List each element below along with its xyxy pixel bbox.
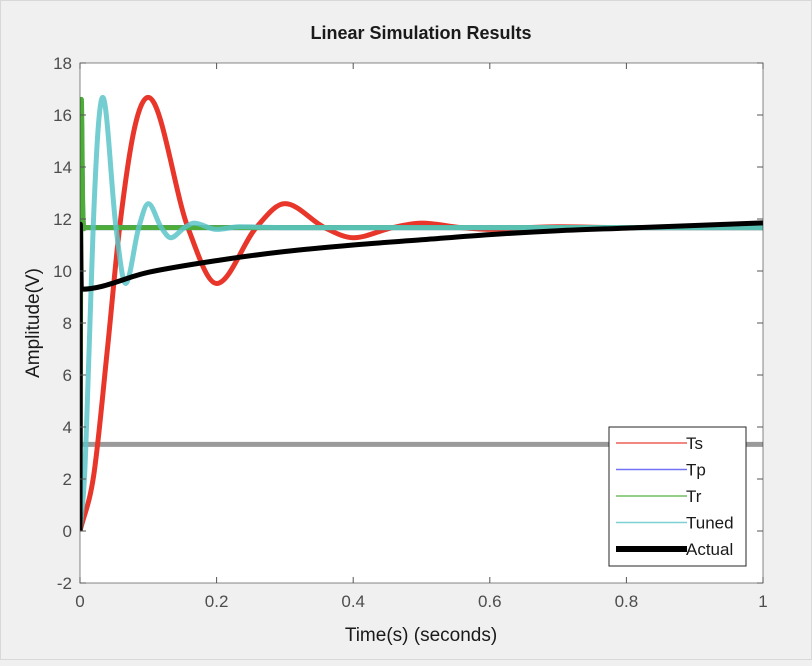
y-tick-label: 4: [63, 418, 72, 437]
y-tick-label: 2: [63, 470, 72, 489]
y-tick-label: 14: [53, 158, 72, 177]
y-tick-label: 8: [63, 314, 72, 333]
series-line-actual: [80, 220, 763, 532]
x-tick-label: 0.4: [341, 592, 365, 611]
legend-entry-tuned[interactable]: Tuned: [616, 514, 734, 533]
legend-entry-ts[interactable]: Ts: [616, 434, 703, 453]
legend-label: Tp: [686, 461, 706, 480]
chart-title: Linear Simulation Results: [310, 23, 531, 43]
series-line-tuned: [80, 94, 763, 532]
x-axis-label: Time(s) (seconds): [345, 625, 497, 646]
legend[interactable]: Ts Tp Tr Tuned Actual: [608, 426, 747, 567]
legend-label: Tuned: [686, 514, 734, 533]
legend-label: Tr: [686, 487, 702, 506]
y-tick-label: -2: [57, 574, 72, 593]
y-axis-label: Amplitude(V): [23, 268, 44, 378]
legend-entry-tr[interactable]: Tr: [616, 487, 702, 506]
x-tick-label: 0.8: [615, 592, 639, 611]
legend-label: Actual: [686, 540, 733, 559]
y-tick-label: 18: [53, 54, 72, 73]
x-tick-label: 0.2: [205, 592, 229, 611]
y-tick-label: 10: [53, 262, 72, 281]
legend-entry-actual[interactable]: Actual: [616, 540, 733, 559]
y-tick-label: 0: [63, 522, 72, 541]
legend-entry-tp[interactable]: Tp: [616, 461, 706, 480]
y-tick-label: 16: [53, 106, 72, 125]
y-tick-label: 12: [53, 210, 72, 229]
y-tick-label: 6: [63, 366, 72, 385]
x-tick-label: 0: [75, 592, 84, 611]
x-tick-label: 0.6: [478, 592, 502, 611]
x-tick-label: 1: [758, 592, 767, 611]
legend-label: Ts: [686, 434, 703, 453]
